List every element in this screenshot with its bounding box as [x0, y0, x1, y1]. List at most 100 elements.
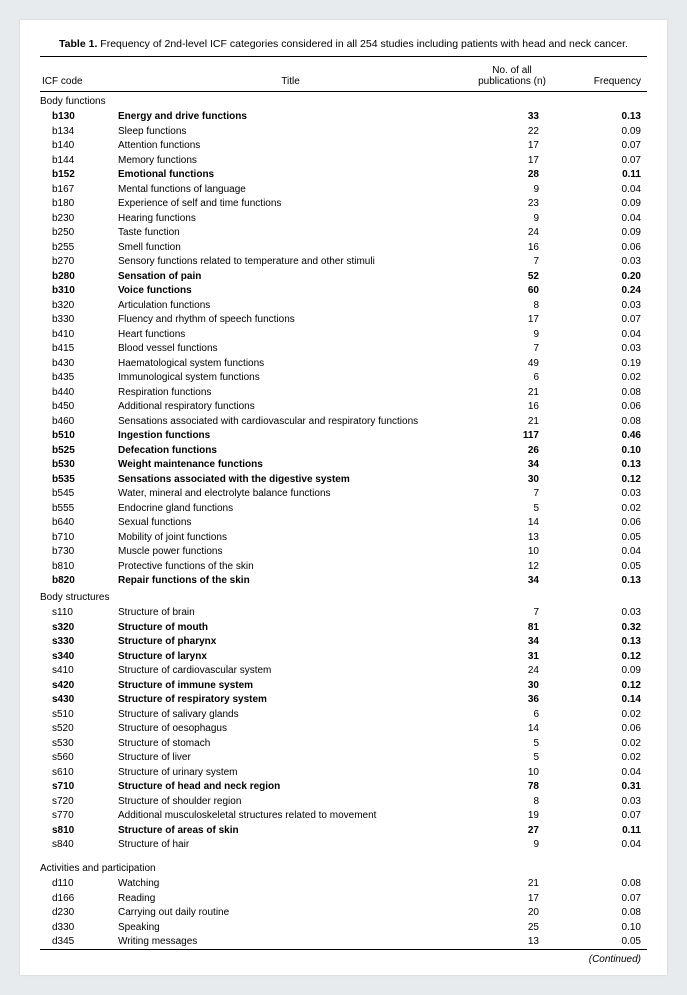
cell-title: Fluency and rhythm of speech functions [116, 313, 465, 328]
cell-title: Structure of stomach [116, 736, 465, 751]
cell-n: 5 [465, 751, 559, 766]
table-row: b250Taste function240.09 [40, 226, 647, 241]
cell-code: b330 [40, 313, 116, 328]
cell-n: 34 [465, 635, 559, 650]
table-row: b280Sensation of pain520.20 [40, 269, 647, 284]
cell-freq: 0.04 [559, 765, 647, 780]
cell-freq: 0.13 [559, 458, 647, 473]
cell-title: Structure of pharynx [116, 635, 465, 650]
cell-freq: 0.07 [559, 139, 647, 154]
cell-n: 12 [465, 559, 559, 574]
cell-code: b440 [40, 385, 116, 400]
cell-freq: 0.04 [559, 182, 647, 197]
cell-freq: 0.07 [559, 313, 647, 328]
cell-freq: 0.08 [559, 414, 647, 429]
cell-freq: 0.11 [559, 168, 647, 183]
cell-n: 24 [465, 664, 559, 679]
cell-n: 7 [465, 342, 559, 357]
cell-title: Defecation functions [116, 443, 465, 458]
cell-code: s430 [40, 693, 116, 708]
cell-code: s410 [40, 664, 116, 679]
cell-code: b435 [40, 371, 116, 386]
cell-freq: 0.05 [559, 559, 647, 574]
cell-n: 7 [465, 606, 559, 621]
cell-title: Writing messages [116, 935, 465, 950]
cell-n: 49 [465, 356, 559, 371]
cell-n: 34 [465, 458, 559, 473]
cell-title: Structure of mouth [116, 620, 465, 635]
cell-code: s520 [40, 722, 116, 737]
cell-code: b130 [40, 110, 116, 125]
cell-freq: 0.04 [559, 838, 647, 853]
cell-freq: 0.06 [559, 240, 647, 255]
table-row: s320Structure of mouth810.32 [40, 620, 647, 635]
cell-title: Ingestion functions [116, 429, 465, 444]
cell-title: Endocrine gland functions [116, 501, 465, 516]
cell-freq: 0.09 [559, 226, 647, 241]
table-row: b820Repair functions of the skin340.13 [40, 574, 647, 589]
cell-title: Experience of self and time functions [116, 197, 465, 212]
cell-code: b430 [40, 356, 116, 371]
cell-n: 60 [465, 284, 559, 299]
cell-code: d166 [40, 891, 116, 906]
cell-n: 21 [465, 414, 559, 429]
table-row: d345Writing messages130.05 [40, 935, 647, 950]
cell-title: Structure of salivary glands [116, 707, 465, 722]
cell-freq: 0.04 [559, 545, 647, 560]
cell-freq: 0.07 [559, 809, 647, 824]
cell-title: Reading [116, 891, 465, 906]
table-row: s720Structure of shoulder region80.03 [40, 794, 647, 809]
cell-n: 26 [465, 443, 559, 458]
cell-freq: 0.12 [559, 678, 647, 693]
cell-n: 81 [465, 620, 559, 635]
cell-code: b450 [40, 400, 116, 415]
caption-label: Table 1. [59, 38, 97, 50]
cell-freq: 0.13 [559, 574, 647, 589]
cell-freq: 0.14 [559, 693, 647, 708]
header-n-line2: publications (n) [478, 76, 546, 87]
caption-text: Frequency of 2nd-level ICF categories co… [97, 38, 628, 50]
cell-code: s510 [40, 707, 116, 722]
cell-title: Structure of respiratory system [116, 693, 465, 708]
table-row: d166Reading170.07 [40, 891, 647, 906]
cell-n: 21 [465, 877, 559, 892]
cell-n: 14 [465, 516, 559, 531]
cell-title: Structure of larynx [116, 649, 465, 664]
section-label: Activities and participation [40, 859, 647, 877]
cell-title: Respiration functions [116, 385, 465, 400]
cell-n: 7 [465, 255, 559, 270]
table-row: b435Immunological system functions60.02 [40, 371, 647, 386]
table-row: b730Muscle power functions100.04 [40, 545, 647, 560]
cell-n: 17 [465, 153, 559, 168]
cell-freq: 0.20 [559, 269, 647, 284]
cell-code: s710 [40, 780, 116, 795]
cell-code: b530 [40, 458, 116, 473]
cell-code: b810 [40, 559, 116, 574]
table-row: s340Structure of larynx310.12 [40, 649, 647, 664]
cell-n: 6 [465, 371, 559, 386]
cell-freq: 0.02 [559, 751, 647, 766]
cell-code: b255 [40, 240, 116, 255]
cell-freq: 0.19 [559, 356, 647, 371]
cell-freq: 0.08 [559, 385, 647, 400]
cell-title: Structure of cardiovascular system [116, 664, 465, 679]
cell-title: Memory functions [116, 153, 465, 168]
cell-title: Heart functions [116, 327, 465, 342]
cell-freq: 0.13 [559, 635, 647, 650]
cell-title: Sexual functions [116, 516, 465, 531]
table-row: b180Experience of self and time function… [40, 197, 647, 212]
cell-freq: 0.10 [559, 920, 647, 935]
cell-title: Muscle power functions [116, 545, 465, 560]
cell-freq: 0.03 [559, 342, 647, 357]
cell-n: 7 [465, 487, 559, 502]
cell-code: b140 [40, 139, 116, 154]
cell-code: b730 [40, 545, 116, 560]
table-row: b270Sensory functions related to tempera… [40, 255, 647, 270]
cell-title: Protective functions of the skin [116, 559, 465, 574]
table-row: b450Additional respiratory functions160.… [40, 400, 647, 415]
cell-n: 5 [465, 501, 559, 516]
cell-n: 10 [465, 765, 559, 780]
table-row: b545Water, mineral and electrolyte balan… [40, 487, 647, 502]
cell-title: Speaking [116, 920, 465, 935]
cell-code: b555 [40, 501, 116, 516]
